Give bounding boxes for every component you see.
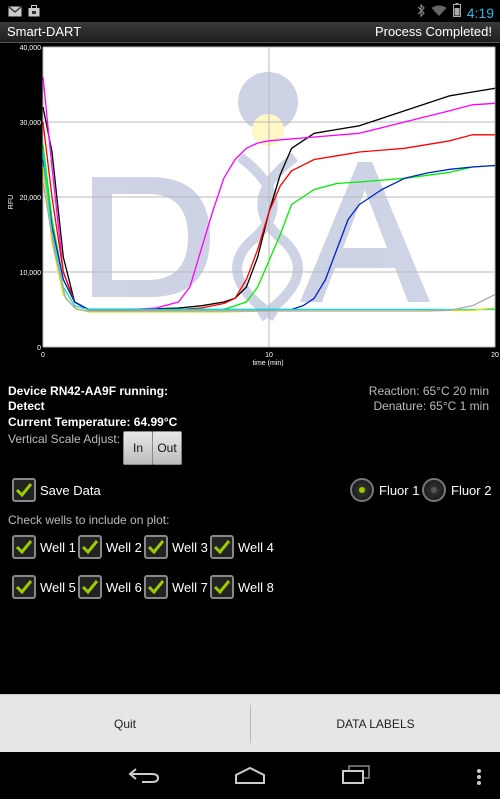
x-tick-label: 0 <box>41 352 45 359</box>
reaction-info: Reaction: 65°C 20 min <box>368 384 489 398</box>
fluor-1-label: Fluor 1 <box>379 483 420 498</box>
save-data-label: Save Data <box>40 483 101 498</box>
y-tick-label: 0 <box>37 345 41 352</box>
clock: 4:19 <box>466 4 494 21</box>
current-temperature: Current Temperature: 64.99°C <box>8 415 178 429</box>
bluetooth-icon <box>417 3 425 22</box>
well-5-checkbox[interactable] <box>12 575 36 599</box>
well-8-label: Well 8 <box>238 580 274 595</box>
save-data-checkbox[interactable] <box>12 478 36 502</box>
checkmark-icon <box>15 580 33 595</box>
series-line-6 <box>42 151 495 311</box>
recent-apps-icon[interactable] <box>341 765 371 790</box>
device-running: Device RN42-AA9F running: <box>8 384 169 398</box>
checkmark-icon <box>15 540 33 555</box>
checkmark-icon <box>213 580 231 595</box>
well-1-checkbox[interactable] <box>12 535 36 559</box>
radio-selected-dot <box>359 487 365 493</box>
y-tick-label: 30,000 <box>20 120 42 127</box>
x-tick-label: 20 <box>491 352 499 359</box>
watermark-logo <box>92 72 430 322</box>
well-2-checkbox[interactable] <box>78 535 102 559</box>
scale-in-button[interactable]: In <box>123 431 153 465</box>
series-line-8 <box>42 181 496 312</box>
store-icon <box>28 4 40 22</box>
denature-info: Denature: 65°C 1 min <box>373 399 489 413</box>
overflow-menu-icon[interactable] <box>476 768 482 791</box>
fluor-2-radio[interactable] <box>422 478 446 502</box>
navigation-bar <box>0 752 500 799</box>
y-tick-label: 20,000 <box>20 195 42 202</box>
well-1-label: Well 1 <box>40 540 76 555</box>
checkmark-icon <box>213 540 231 555</box>
well-4-checkbox[interactable] <box>210 535 234 559</box>
button-divider <box>250 705 251 743</box>
well-7-checkbox[interactable] <box>144 575 168 599</box>
chart-series <box>42 76 496 313</box>
device-state: Detect <box>8 399 45 413</box>
wifi-icon <box>431 4 447 22</box>
status-bar: 4:19 <box>0 0 500 22</box>
process-status: Process Completed! <box>374 24 492 39</box>
checkmark-icon <box>81 540 99 555</box>
app-title: Smart-DART <box>7 24 82 39</box>
well-6-checkbox[interactable] <box>78 575 102 599</box>
well-5-label: Well 5 <box>40 580 76 595</box>
chart-grid <box>42 46 496 348</box>
well-8-checkbox[interactable] <box>210 575 234 599</box>
y-tick-label: 10,000 <box>20 270 42 277</box>
battery-icon <box>452 3 461 22</box>
series-line-5 <box>42 159 496 311</box>
radio-unselected-dot <box>431 487 437 493</box>
notification-icons <box>8 4 40 22</box>
chart-ticks: 0 10 20 0 10,000 20,000 30,000 40,000 <box>20 45 499 359</box>
back-icon[interactable] <box>128 766 160 789</box>
amplification-chart: 0 10 20 0 10,000 20,000 30,000 40,000 time (min… <box>0 42 500 372</box>
well-2-label: Well 2 <box>106 540 142 555</box>
wells-prompt: Check wells to include on plot: <box>8 513 170 527</box>
quit-button[interactable]: Quit <box>113 717 136 731</box>
y-tick-label: 40,000 <box>20 45 42 52</box>
checkmark-icon <box>147 580 165 595</box>
well-6-label: Well 6 <box>106 580 142 595</box>
x-tick-label: 10 <box>265 352 273 359</box>
title-bar: Smart-DART Process Completed! <box>0 22 500 43</box>
well-3-checkbox[interactable] <box>144 535 168 559</box>
x-axis-label: time (min) <box>252 360 283 367</box>
y-axis-label: RFU <box>8 195 15 209</box>
gmail-icon <box>8 4 22 22</box>
checkmark-icon <box>81 580 99 595</box>
data-labels-button[interactable]: DATA LABELS <box>336 717 415 731</box>
checkmark-icon <box>15 483 33 498</box>
checkmark-icon <box>147 540 165 555</box>
fluor-1-radio[interactable] <box>350 478 374 502</box>
chart-svg: 0 10 20 0 10,000 20,000 30,000 40,000 time (min… <box>8 45 499 367</box>
well-7-label: Well 7 <box>172 580 208 595</box>
home-icon[interactable] <box>234 766 266 789</box>
fluor-2-label: Fluor 2 <box>451 483 492 498</box>
well-3-label: Well 3 <box>172 540 208 555</box>
well-4-label: Well 4 <box>238 540 274 555</box>
bottom-button-bar: Quit DATA LABELS <box>0 694 500 753</box>
scale-out-button[interactable]: Out <box>152 431 182 465</box>
vertical-scale-label: Vertical Scale Adjust: <box>8 432 121 446</box>
